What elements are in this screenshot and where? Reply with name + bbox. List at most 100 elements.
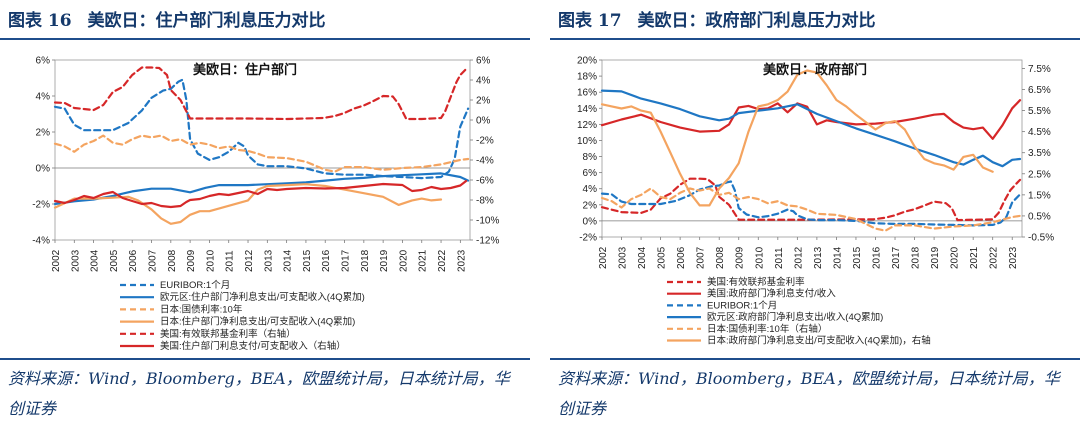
series-line-4 [600,187,1022,232]
x-tick-label: 2022 [989,246,1000,269]
y-right-tick-label: -8% [476,196,494,207]
y-left-tick-label: 2% [583,200,598,211]
x-tick-label: 2016 [321,249,332,272]
x-tick-label: 2002 [598,246,609,269]
x-tick-label: 2017 [891,246,902,269]
figure-title: 图表 17 美欧日：政府部门利息压力对比 [558,6,886,31]
title-rule [550,38,1080,40]
y-left-tick-label: -4% [32,236,50,247]
figure-number: 图表 16 [8,11,72,31]
series-line-1 [600,99,1022,140]
x-tick-label: 2006 [676,246,687,269]
legend-label: 美国:有效联邦基金利率 [707,276,805,288]
y-right-tick-label: -2% [476,136,494,147]
source-rule [550,358,1080,360]
x-tick-label: 2016 [871,246,882,269]
y-left-tick-label: 8% [583,152,598,163]
x-tick-label: 2010 [754,246,765,269]
y-left-tick-label: -2% [32,200,50,211]
x-tick-label: 2007 [696,246,707,269]
series-line-5 [600,69,994,207]
x-tick-label: 2021 [418,249,429,272]
x-tick-label: 2005 [657,246,668,269]
y-right-tick-label: 5.5% [1028,106,1051,117]
y-right-tick-label: -6% [476,176,494,187]
figure-title-text: 美欧日：政府部门利息压力对比 [637,11,876,31]
x-tick-label: 2011 [774,247,785,269]
y-right-tick-label: 1.5% [1028,190,1051,201]
x-tick-label: 2002 [51,249,62,272]
y-right-tick-label: -12% [476,236,499,247]
y-right-tick-label: 6.5% [1028,85,1051,96]
legend-label: 日本:国债利率:10年（右轴） [707,323,827,335]
legend-label: 欧元区:政府部门净利息支出/收入(4Q累加) [707,311,883,323]
chart-title: 美欧日：住户部门 [193,62,297,77]
series-line-1 [53,172,470,206]
y-right-tick-label: -0.5% [1028,233,1054,244]
figure-16-panel: 图表 16 美欧日：住户部门利息压力对比 -4% -2% 0% 2% 4% 6% -12% -… [0,0,530,427]
plot-frame [54,59,471,241]
x-tick-label: 2019 [930,246,941,269]
x-tick-label: 2013 [263,249,274,272]
series-line-0 [600,177,1022,222]
x-tick-label: 2022 [437,249,448,272]
x-tick-label: 2006 [128,249,139,272]
x-tick-label: 2003 [618,246,629,269]
y-left-tick-label: 14% [577,104,597,115]
x-tick-label: 2018 [911,246,922,269]
legend-label: 日本:政府部门净利息支出/可支配收入(4Q累加)，右轴 [707,335,931,347]
x-tick-label: 2013 [813,246,824,269]
source-note: 资料来源：Wind，Bloomberg，BEA，欧盟统计局，日本统计局，华创证券 [8,369,510,418]
y-right-tick-label: -4% [476,156,494,167]
series-line-4 [53,66,468,121]
x-tick-label: 2017 [341,249,352,272]
source-rule [0,358,530,360]
x-tick-label: 2019 [379,249,390,272]
y-left-tick-label: 0% [36,164,51,175]
source-note: 资料来源：Wind，Bloomberg，BEA，欧盟统计局，日本统计局，华创证券 [558,369,1060,418]
y-left-tick-label: -2% [579,233,597,244]
x-tick-label: 2003 [70,249,81,272]
legend-label: 日本:住户部门净利息支出/可支配收入(4Q累加) [160,316,355,328]
y-right-tick-label: 0% [476,116,491,127]
series-line-2 [600,180,1022,227]
x-tick-label: 2015 [302,249,313,272]
legend-label: 美国:有效联邦基金利率（右轴） [160,328,296,340]
x-tick-label: 2008 [167,249,178,272]
plot-frame [601,59,1023,238]
y-right-tick-label: 2% [476,96,491,107]
x-tick-label: 2011 [225,250,236,272]
y-right-tick-label: 7.5% [1028,64,1051,75]
x-tick-label: 2009 [735,246,746,269]
x-tick-label: 2014 [283,249,294,272]
x-tick-label: 2004 [90,249,101,272]
y-left-tick-label: 2% [36,128,51,139]
y-left-tick-label: 16% [577,88,597,99]
y-left-tick-label: 20% [577,56,597,67]
figure-title: 图表 16 美欧日：住户部门利息压力对比 [8,6,336,31]
x-tick-label: 2023 [1008,246,1019,269]
household-interest-chart: -4% -2% 0% 2% 4% 6% -12% -10% -8% -6% -4% -2% 0% 2% 4%… [32,56,499,353]
series-line-3 [600,89,1022,168]
x-tick-label: 2004 [637,246,648,269]
y-left-tick-label: 6% [583,168,598,179]
series-line-0 [53,78,470,180]
x-tick-label: 2009 [186,249,197,272]
figure-number: 图表 17 [558,11,622,31]
x-tick-label: 2023 [456,249,467,272]
x-tick-label: 2015 [852,246,863,269]
x-tick-label: 2018 [360,249,371,272]
series-line-3 [53,183,443,225]
y-right-tick-label: 3.5% [1028,148,1051,159]
y-left-tick-label: 0% [583,216,598,227]
y-right-tick-label: 6% [476,56,491,67]
x-tick-label: 2008 [715,246,726,269]
y-left-tick-label: 10% [577,136,597,147]
x-tick-label: 2014 [832,246,843,269]
figure-17-panel: 图表 17 美欧日：政府部门利息压力对比 -2% 0% 2% 4% 6% 8% 10% 12%… [550,0,1080,427]
x-tick-label: 2007 [148,249,159,272]
y-right-tick-label: 2.5% [1028,169,1051,180]
y-right-tick-label: 4% [476,76,491,87]
x-tick-label: 2010 [205,249,216,272]
series-line-2 [53,134,470,173]
